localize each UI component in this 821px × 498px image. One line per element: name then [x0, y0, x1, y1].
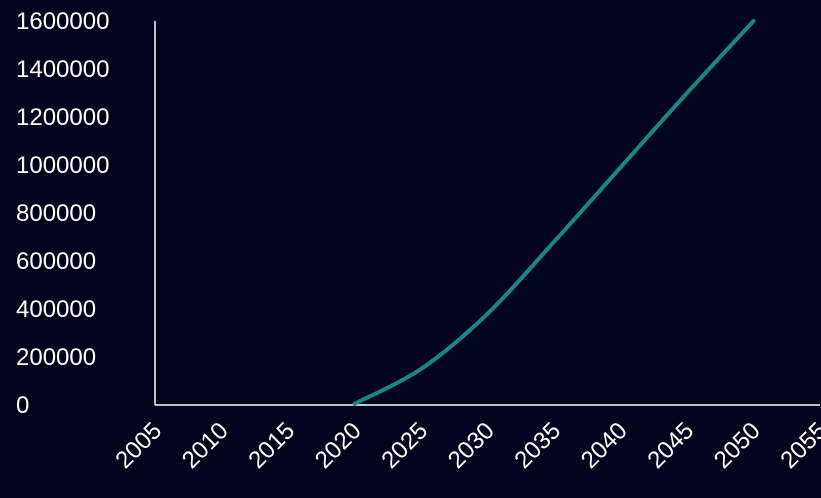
y-tick-label: 1600000	[16, 8, 109, 35]
y-tick-label: 1200000	[16, 104, 109, 131]
y-tick-label: 0	[16, 392, 29, 419]
y-tick-label: 1400000	[16, 56, 109, 83]
y-tick-label: 1000000	[16, 152, 109, 179]
y-tick-label: 600000	[16, 248, 96, 275]
y-tick-label: 800000	[16, 200, 96, 227]
y-axis-tick-labels: 0 200000 400000 600000 800000 1000000 1200000 1…	[16, 8, 109, 419]
series-line-0	[352, 19, 756, 406]
y-tick-label: 400000	[16, 296, 96, 323]
series-layer	[352, 19, 756, 406]
y-tick-label: 200000	[16, 344, 96, 371]
